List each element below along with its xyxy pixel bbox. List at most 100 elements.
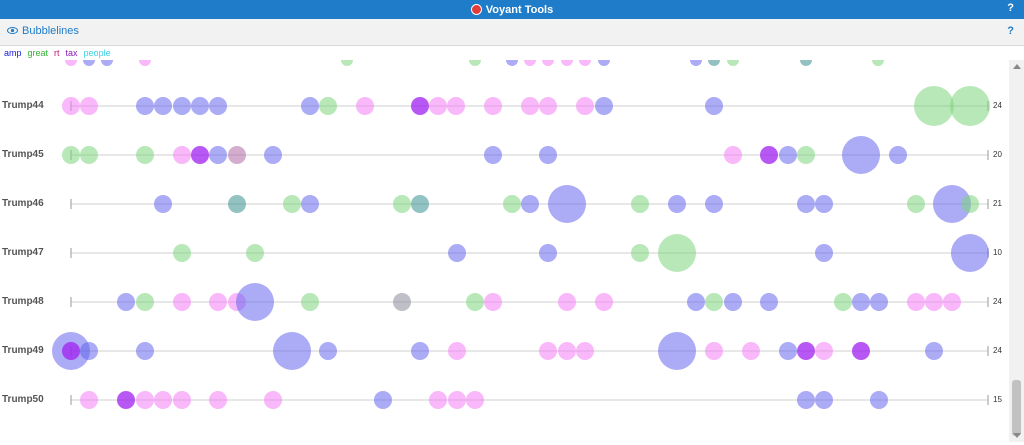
scroll-up-icon[interactable]	[1013, 64, 1021, 69]
term-bubble[interactable]	[705, 293, 723, 311]
term-bubble[interactable]	[815, 244, 833, 262]
term-bubble[interactable]	[658, 234, 696, 272]
term-bubble[interactable]	[80, 342, 98, 360]
term-bubble[interactable]	[521, 97, 539, 115]
term-bubble[interactable]	[466, 391, 484, 409]
term-bubble[interactable]	[264, 146, 282, 164]
term-bubble[interactable]	[815, 342, 833, 360]
term-bubble[interactable]	[429, 97, 447, 115]
term-bubble[interactable]	[62, 146, 80, 164]
term-bubble[interactable]	[872, 60, 884, 66]
document-label[interactable]: Trump46	[2, 198, 44, 209]
term-bubble[interactable]	[341, 60, 353, 66]
term-bubble[interactable]	[117, 293, 135, 311]
term-bubble[interactable]	[80, 97, 98, 115]
term-bubble[interactable]	[631, 195, 649, 213]
term-bubble[interactable]	[136, 97, 154, 115]
term-bubble[interactable]	[925, 342, 943, 360]
term-bubble[interactable]	[65, 60, 77, 66]
term-bubble[interactable]	[842, 136, 880, 174]
term-bubble[interactable]	[173, 391, 191, 409]
term-bubble[interactable]	[411, 97, 429, 115]
term-bubble[interactable]	[411, 195, 429, 213]
term-bubble[interactable]	[236, 283, 274, 321]
term-bubble[interactable]	[951, 234, 989, 272]
term-bubble[interactable]	[80, 391, 98, 409]
term-bubble[interactable]	[448, 391, 466, 409]
term-bubble[interactable]	[228, 146, 246, 164]
bubblelines-plot[interactable]	[0, 60, 1009, 442]
term-bubble[interactable]	[539, 244, 557, 262]
term-bubble[interactable]	[579, 60, 591, 66]
term-bubble[interactable]	[228, 195, 246, 213]
term-bubble[interactable]	[283, 195, 301, 213]
term-bubble[interactable]	[136, 293, 154, 311]
term-bubble[interactable]	[448, 244, 466, 262]
term-bubble[interactable]	[209, 391, 227, 409]
term-bubble[interactable]	[469, 60, 481, 66]
term-bubble[interactable]	[797, 342, 815, 360]
term-bubble[interactable]	[705, 342, 723, 360]
term-bubble[interactable]	[539, 97, 557, 115]
term-bubble[interactable]	[273, 332, 311, 370]
term-bubble[interactable]	[80, 146, 98, 164]
term-bubble[interactable]	[209, 97, 227, 115]
term-bubble[interactable]	[136, 342, 154, 360]
term-bubble[interactable]	[889, 146, 907, 164]
term-bubble[interactable]	[870, 293, 888, 311]
bubblelines-svg[interactable]	[0, 60, 1009, 442]
term-bubble[interactable]	[154, 195, 172, 213]
term-bubble[interactable]	[246, 244, 264, 262]
term-bubble[interactable]	[466, 293, 484, 311]
term-bubble[interactable]	[484, 97, 502, 115]
term-bubble[interactable]	[62, 342, 80, 360]
term-bubble[interactable]	[950, 86, 990, 126]
term-bubble[interactable]	[870, 391, 888, 409]
term-bubble[interactable]	[724, 146, 742, 164]
term-bubble[interactable]	[173, 244, 191, 262]
document-label[interactable]: Trump45	[2, 149, 44, 160]
term-bubble[interactable]	[524, 60, 536, 66]
term-bubble[interactable]	[797, 391, 815, 409]
term-bubble[interactable]	[907, 293, 925, 311]
term-bubble[interactable]	[595, 97, 613, 115]
term-bubble[interactable]	[173, 146, 191, 164]
term-bubble[interactable]	[797, 195, 815, 213]
legend-term-great[interactable]: great	[27, 48, 49, 58]
document-label[interactable]: Trump47	[2, 247, 44, 258]
term-bubble[interactable]	[301, 97, 319, 115]
document-label[interactable]: Trump44	[2, 100, 44, 111]
term-bubble[interactable]	[301, 293, 319, 311]
term-bubble[interactable]	[319, 342, 337, 360]
term-bubble[interactable]	[576, 342, 594, 360]
document-label[interactable]: Trump48	[2, 296, 44, 307]
term-bubble[interactable]	[411, 342, 429, 360]
term-bubble[interactable]	[690, 60, 702, 66]
term-bubble[interactable]	[448, 342, 466, 360]
legend-term-rt[interactable]: rt	[54, 48, 60, 58]
term-bubble[interactable]	[668, 195, 686, 213]
term-bubble[interactable]	[595, 293, 613, 311]
term-bubble[interactable]	[101, 60, 113, 66]
term-bubble[interactable]	[484, 146, 502, 164]
term-bubble[interactable]	[705, 195, 723, 213]
term-bubble[interactable]	[558, 293, 576, 311]
term-bubble[interactable]	[925, 293, 943, 311]
term-bubble[interactable]	[374, 391, 392, 409]
term-bubble[interactable]	[724, 293, 742, 311]
term-bubble[interactable]	[393, 293, 411, 311]
term-bubble[interactable]	[191, 97, 209, 115]
term-bubble[interactable]	[136, 391, 154, 409]
app-help-button[interactable]: ?	[1007, 2, 1014, 14]
term-bubble[interactable]	[687, 293, 705, 311]
term-bubble[interactable]	[548, 185, 586, 223]
term-bubble[interactable]	[631, 244, 649, 262]
term-bubble[interactable]	[558, 342, 576, 360]
legend-term-tax[interactable]: tax	[65, 48, 78, 58]
term-bubble[interactable]	[852, 293, 870, 311]
term-bubble[interactable]	[209, 293, 227, 311]
term-bubble[interactable]	[961, 195, 979, 213]
term-bubble[interactable]	[852, 342, 870, 360]
term-bubble[interactable]	[800, 60, 812, 66]
term-bubble[interactable]	[760, 293, 778, 311]
